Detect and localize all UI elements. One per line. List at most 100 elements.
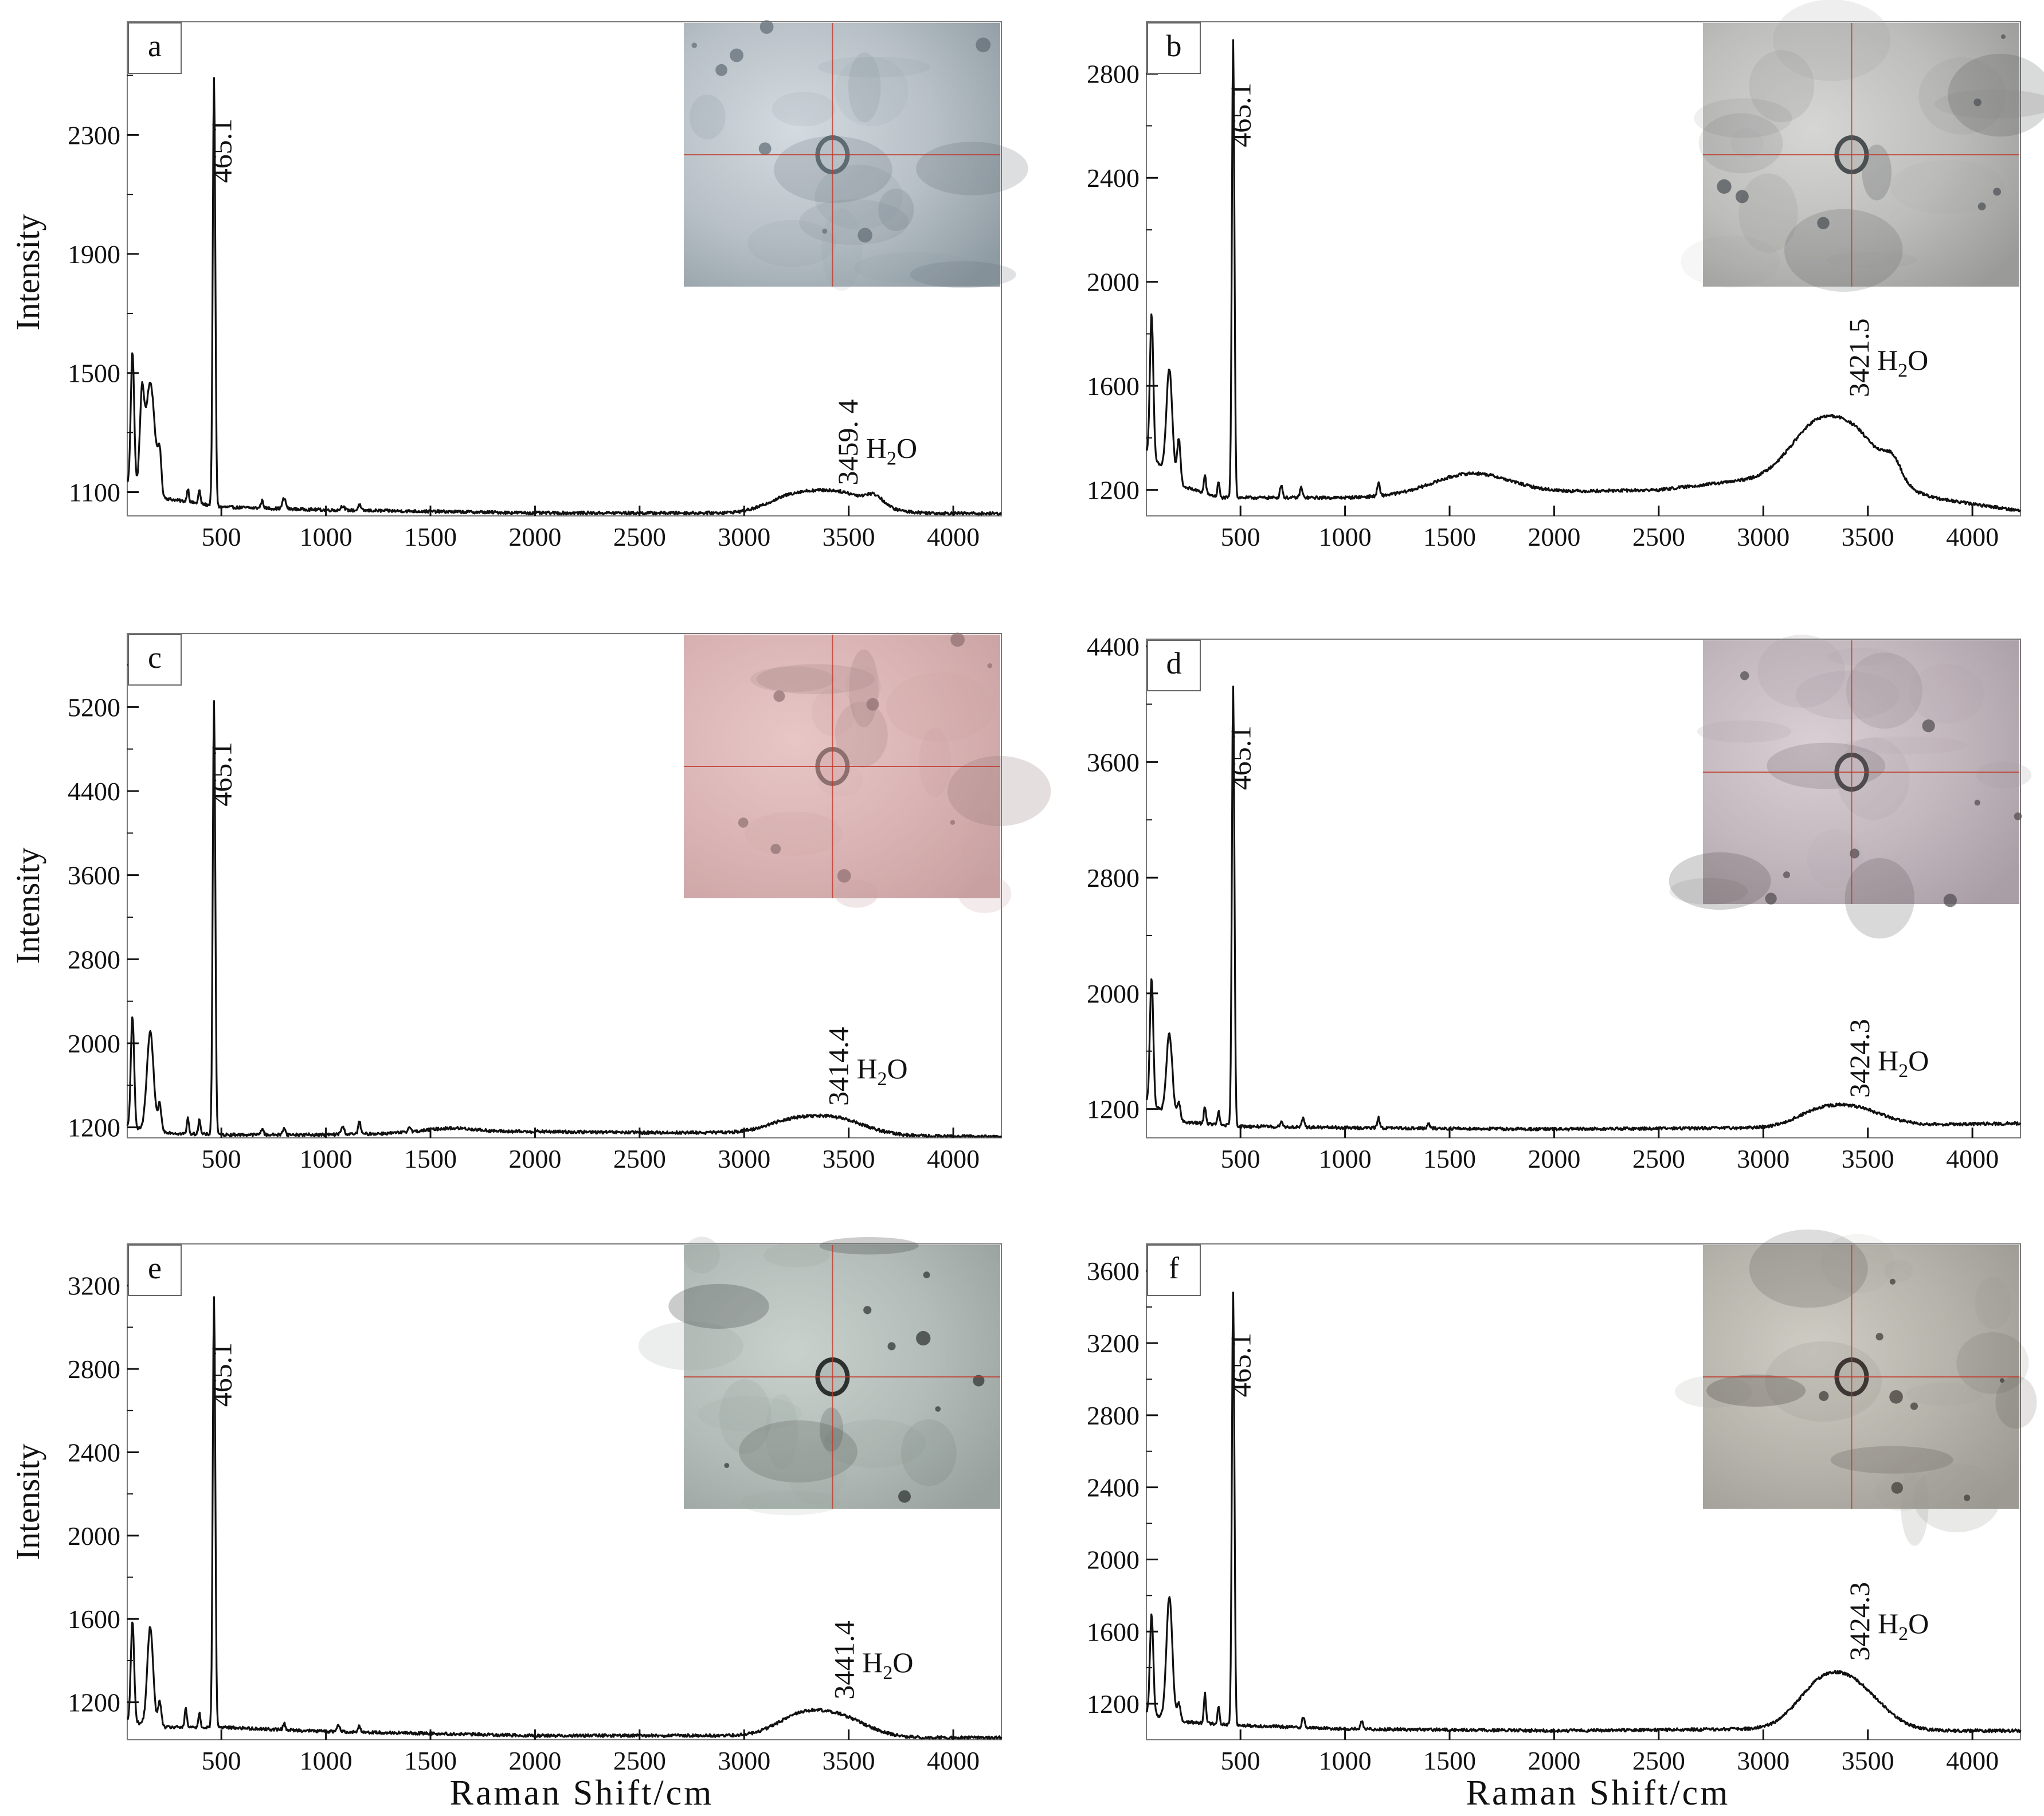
- y-tick-label: 3600: [1087, 1257, 1140, 1286]
- small-inclusion: [987, 663, 993, 668]
- photo-texture: [1975, 1276, 2011, 1329]
- photo-texture: [1807, 829, 1863, 889]
- small-inclusion: [770, 843, 781, 854]
- x-tick-label: 2500: [613, 522, 666, 551]
- water-peak-label: 3424.3: [1843, 1582, 1875, 1661]
- photo-texture: [844, 666, 881, 707]
- small-inclusion: [1973, 98, 1982, 107]
- y-tick-label: 1100: [69, 478, 120, 507]
- small-inclusion: [1993, 187, 2001, 196]
- y-tick-label: 2800: [68, 945, 120, 974]
- y-tick-label: 2000: [68, 1521, 120, 1551]
- small-inclusion: [935, 1406, 941, 1412]
- photo-texture: [689, 94, 726, 140]
- photo-texture: [1862, 144, 1892, 201]
- water-label: H2O: [1877, 344, 1928, 381]
- photo-texture: [853, 252, 978, 283]
- water-peak-label: 3441.4: [828, 1621, 860, 1700]
- photo-texture: [817, 56, 930, 78]
- x-tick-label: 2500: [613, 1746, 666, 1775]
- photo-texture: [819, 1407, 844, 1452]
- water-label: H2O: [1878, 1044, 1929, 1082]
- photo-texture: [1890, 159, 2005, 214]
- photo-texture: [815, 165, 903, 230]
- y-tick-label: 1200: [68, 1113, 120, 1142]
- small-inclusion: [866, 698, 879, 711]
- photo-texture: [1948, 53, 2044, 137]
- x-tick-label: 3000: [718, 1144, 770, 1173]
- y-tick-label: 2000: [1087, 1545, 1140, 1574]
- photo-texture: [835, 56, 909, 127]
- y-tick-label: 2400: [68, 1438, 120, 1467]
- x-tick-label: 1000: [300, 1746, 353, 1775]
- x-tick-label: 500: [202, 522, 241, 551]
- x-tick-label: 500: [202, 1144, 241, 1173]
- x-tick-label: 1500: [1423, 522, 1476, 551]
- y-tick-label: 1500: [68, 359, 120, 388]
- water-label: H2O: [862, 1646, 913, 1684]
- inclusion-photo: [1669, 635, 2032, 939]
- quartz-peak-label: 465.1: [1224, 1333, 1256, 1398]
- photo-texture: [919, 727, 951, 797]
- photo-texture: [1846, 652, 1922, 729]
- x-tick-label: 3000: [718, 522, 770, 551]
- photo-texture: [910, 261, 1016, 288]
- small-inclusion: [1999, 1378, 2004, 1383]
- photo-texture: [1730, 128, 1764, 158]
- y-tick-label: 1600: [1087, 371, 1140, 401]
- y-tick-label: 3600: [1087, 747, 1140, 777]
- y-tick-label: 2800: [1087, 60, 1140, 89]
- photo-texture: [763, 1243, 830, 1268]
- photo-texture: [834, 880, 879, 908]
- photo-texture: [1827, 647, 1896, 666]
- photo-texture: [961, 811, 1004, 890]
- x-tick-label: 500: [202, 1746, 241, 1775]
- small-inclusion: [1889, 1278, 1896, 1285]
- y-tick-label: 4400: [68, 777, 120, 806]
- x-tick-label: 3500: [1842, 1144, 1894, 1173]
- photo-texture: [819, 1237, 919, 1255]
- small-inclusion: [1978, 202, 1986, 211]
- photo-texture: [765, 1394, 798, 1470]
- panel-letter-box: [1147, 640, 1201, 691]
- x-tick-label: 1500: [1423, 1746, 1476, 1775]
- spectrum-line: [127, 1296, 1003, 1740]
- y-tick-label: 1600: [1087, 1617, 1140, 1646]
- small-inclusion: [1765, 893, 1777, 905]
- photo-texture: [1669, 878, 1748, 905]
- y-tick-label: 2300: [68, 120, 120, 150]
- photo-texture: [1909, 664, 1984, 724]
- small-inclusion: [715, 64, 727, 76]
- y-tick-label: 2000: [1087, 268, 1140, 297]
- panel-letter: f: [1169, 1251, 1179, 1285]
- x-tick-label: 2000: [1528, 1746, 1580, 1775]
- x-tick-label: 1500: [404, 1144, 457, 1173]
- small-inclusion: [1717, 179, 1732, 194]
- small-inclusion: [1974, 800, 1980, 806]
- photo-texture: [1698, 113, 1783, 174]
- photo-texture: [848, 52, 881, 123]
- x-tick-label: 1500: [404, 522, 457, 551]
- small-inclusion: [758, 142, 772, 155]
- y-tick-label: 2800: [68, 1355, 120, 1384]
- panel-c: 1200 2000 2800 3600 4400 5200 500 1000 1500 2000 2…: [68, 632, 1051, 1173]
- x-tick-label: 2000: [1528, 522, 1580, 551]
- quartz-peak-label: 465.1: [205, 1343, 237, 1407]
- inclusion-photo: [684, 632, 1051, 913]
- x-tick-label: 4000: [1946, 1144, 1999, 1173]
- y-tick-label: 4400: [1087, 632, 1140, 662]
- small-inclusion: [916, 1330, 931, 1346]
- y-tick-label: 2400: [1087, 163, 1140, 193]
- photo-texture: [1918, 57, 2007, 135]
- x-tick-label: 1500: [404, 1746, 457, 1775]
- panel-d: 1200 2000 2800 3600 4400 500 1000 1500 2000 2500 3…: [1087, 632, 2032, 1173]
- panel-letter: c: [148, 640, 162, 675]
- photo-texture: [1845, 858, 1914, 939]
- panel-letter-box: [1147, 22, 1201, 74]
- photo-texture: [900, 1419, 957, 1486]
- small-inclusion: [730, 48, 744, 62]
- photo-texture: [1749, 1229, 1868, 1308]
- plot-frame: [1146, 639, 2021, 1138]
- photo-texture: [1956, 1332, 2029, 1394]
- photo-texture: [1976, 762, 2032, 788]
